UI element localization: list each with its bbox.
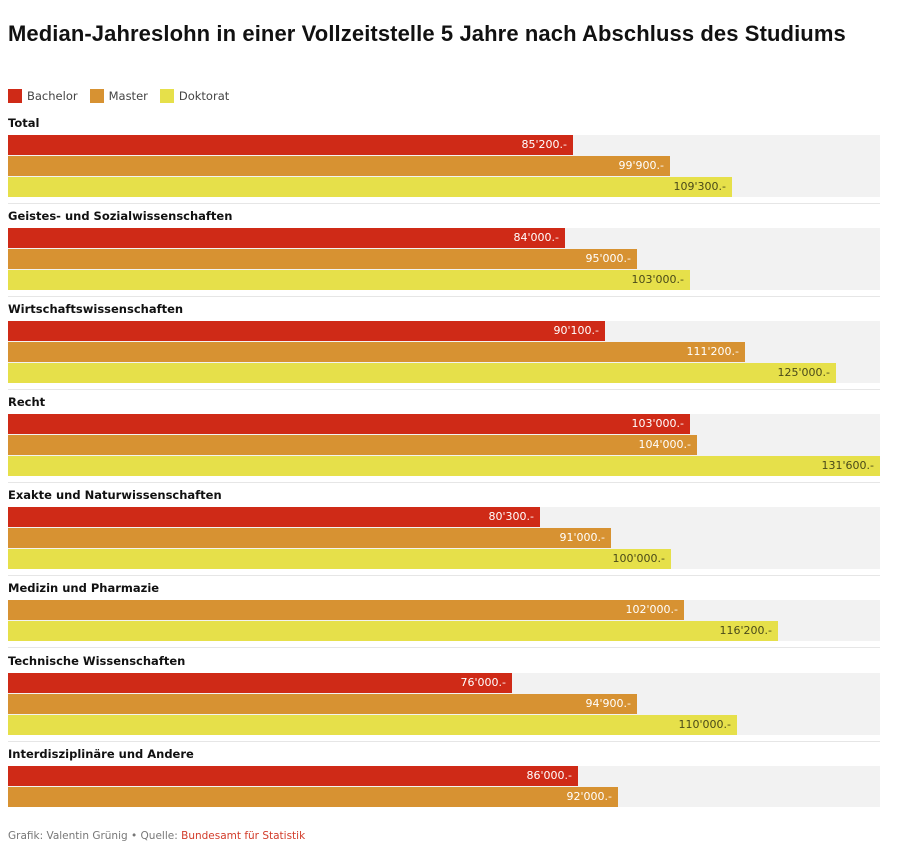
legend-item-doktorat: Doktorat bbox=[159, 89, 230, 103]
bar-doktorat: 110'000.- bbox=[8, 715, 737, 735]
plot-background: 76'000.- 94'900.- 110'000.- bbox=[8, 673, 880, 735]
bar-value-label: 109'300.- bbox=[673, 180, 726, 193]
bar-value-label: 131'600.- bbox=[821, 459, 874, 472]
plot-background: 102'000.- 116'200.- bbox=[8, 600, 880, 641]
bar-value-label: 94'900.- bbox=[585, 697, 631, 710]
group-separator bbox=[8, 389, 880, 390]
group-separator bbox=[8, 741, 880, 742]
footer-separator: • bbox=[127, 830, 141, 842]
legend: Bachelor Master Doktorat bbox=[8, 87, 241, 105]
bar-bachelor: 85'200.- bbox=[8, 135, 573, 155]
legend-label-master: Master bbox=[108, 89, 148, 103]
category-label: Wirtschaftswissenschaften bbox=[8, 302, 184, 316]
category-label: Recht bbox=[8, 395, 46, 409]
group-separator bbox=[8, 296, 880, 297]
bar-value-label: 90'100.- bbox=[553, 324, 599, 337]
bar-master: 102'000.- bbox=[8, 600, 684, 620]
group-separator bbox=[8, 575, 880, 576]
bar-bachelor: 84'000.- bbox=[8, 228, 565, 248]
bar-value-label: 104'000.- bbox=[638, 438, 691, 451]
bar-master: 104'000.- bbox=[8, 435, 697, 455]
category-label: Geistes- und Sozialwissenschaften bbox=[8, 209, 233, 223]
footer-source-prefix: Quelle: bbox=[140, 830, 182, 842]
bar-doktorat: 100'000.- bbox=[8, 549, 671, 569]
footer: Grafik: Valentin Grünig • Quelle: Bundes… bbox=[8, 830, 305, 842]
bar-value-label: 80'300.- bbox=[488, 510, 534, 523]
category-label: Medizin und Pharmazie bbox=[8, 581, 160, 595]
bar-master: 94'900.- bbox=[8, 694, 637, 714]
bar-value-label: 116'200.- bbox=[719, 624, 772, 637]
bar-value-label: 76'000.- bbox=[460, 676, 506, 689]
bar-doktorat: 131'600.- bbox=[8, 456, 880, 476]
bar-doktorat: 103'000.- bbox=[8, 270, 690, 290]
plot-background: 84'000.- 95'000.- 103'000.- bbox=[8, 228, 880, 290]
bar-doktorat: 125'000.- bbox=[8, 363, 836, 383]
bar-value-label: 86'000.- bbox=[526, 769, 572, 782]
legend-label-bachelor: Bachelor bbox=[27, 89, 78, 103]
legend-label-doktorat: Doktorat bbox=[178, 89, 230, 103]
bar-value-label: 103'000.- bbox=[631, 417, 684, 430]
legend-swatch-master bbox=[89, 89, 104, 103]
bar-master: 92'000.- bbox=[8, 787, 618, 807]
footer-credit: Grafik: Valentin Grünig bbox=[8, 830, 128, 842]
plot-background: 90'100.- 111'200.- 125'000.- bbox=[8, 321, 880, 383]
bar-value-label: 102'000.- bbox=[625, 603, 678, 616]
bar-master: 91'000.- bbox=[8, 528, 611, 548]
bar-value-label: 110'000.- bbox=[678, 718, 731, 731]
bar-value-label: 85'200.- bbox=[521, 138, 567, 151]
legend-item-master: Master bbox=[89, 89, 148, 103]
bar-bachelor: 76'000.- bbox=[8, 673, 512, 693]
bar-master: 95'000.- bbox=[8, 249, 637, 269]
bar-bachelor: 86'000.- bbox=[8, 766, 578, 786]
bar-value-label: 125'000.- bbox=[777, 366, 830, 379]
bar-value-label: 99'900.- bbox=[618, 159, 664, 172]
chart-title: Median-Jahreslohn in einer Vollzeitstell… bbox=[8, 21, 846, 46]
plot-background: 103'000.- 104'000.- 131'600.- bbox=[8, 414, 880, 476]
bar-value-label: 103'000.- bbox=[631, 273, 684, 286]
bar-value-label: 100'000.- bbox=[612, 552, 665, 565]
group-separator bbox=[8, 482, 880, 483]
source-link[interactable]: Bundesamt für Statistik bbox=[181, 830, 306, 842]
bar-master: 111'200.- bbox=[8, 342, 745, 362]
plot-background: 86'000.- 92'000.- bbox=[8, 766, 880, 807]
bar-bachelor: 90'100.- bbox=[8, 321, 605, 341]
legend-item-bachelor: Bachelor bbox=[8, 89, 78, 103]
category-label: Technische Wissenschaften bbox=[8, 654, 186, 668]
category-label: Exakte und Naturwissenschaften bbox=[8, 488, 222, 502]
bar-value-label: 111'200.- bbox=[686, 345, 739, 358]
category-label: Interdisziplinäre und Andere bbox=[8, 747, 194, 761]
bar-bachelor: 80'300.- bbox=[8, 507, 540, 527]
plot-background: 80'300.- 91'000.- 100'000.- bbox=[8, 507, 880, 569]
bar-master: 99'900.- bbox=[8, 156, 670, 176]
bar-value-label: 92'000.- bbox=[566, 790, 612, 803]
group-separator bbox=[8, 647, 880, 648]
plot-background: 85'200.- 99'900.- 109'300.- bbox=[8, 135, 880, 197]
category-label: Total bbox=[8, 116, 40, 130]
group-separator bbox=[8, 203, 880, 204]
bar-doktorat: 116'200.- bbox=[8, 621, 778, 641]
bar-value-label: 95'000.- bbox=[585, 252, 631, 265]
bar-value-label: 91'000.- bbox=[559, 531, 605, 544]
legend-swatch-bachelor bbox=[8, 89, 22, 103]
bar-doktorat: 109'300.- bbox=[8, 177, 732, 197]
bar-value-label: 84'000.- bbox=[513, 231, 559, 244]
bar-bachelor: 103'000.- bbox=[8, 414, 690, 434]
legend-swatch-doktorat bbox=[159, 89, 174, 103]
